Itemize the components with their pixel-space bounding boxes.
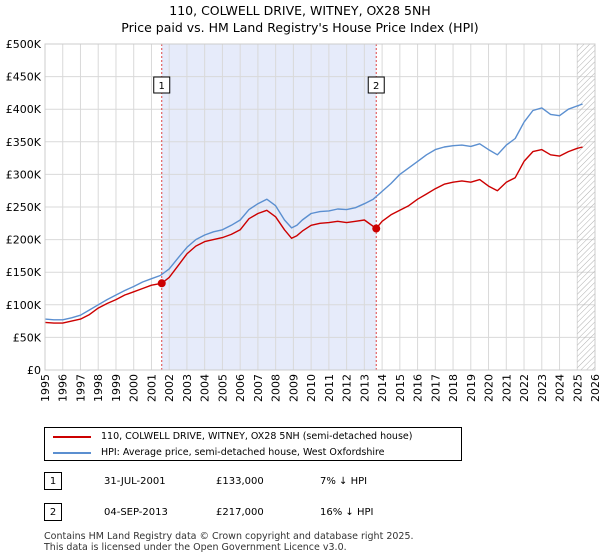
sale-marker-label: 2 [373,81,379,92]
sale-number-badge: 1 [44,472,62,490]
x-tick-label: 2019 [465,374,478,402]
y-tick-label: £350K [6,136,42,149]
y-tick-label: £100K [6,299,42,312]
x-tick-label: 2005 [216,374,229,402]
x-tick-label: 2011 [323,374,336,402]
sale-date: 31-JUL-2001 [104,476,166,487]
sale-marker-label: 1 [159,81,165,92]
x-tick-label: 2002 [163,374,176,402]
x-tick-label: 2018 [447,374,460,402]
x-tick-label: 2024 [554,374,567,402]
y-tick-label: £450K [6,71,42,84]
x-tick-label: 2020 [483,374,496,402]
footer-line-2: This data is licensed under the Open Gov… [44,542,347,553]
legend-label-property: 110, COLWELL DRIVE, WITNEY, OX28 5NH (se… [101,431,413,442]
x-tick-label: 1995 [39,374,52,402]
x-tick-label: 2008 [270,374,283,402]
legend-swatch-hpi [53,451,91,454]
sale-marker-box [367,76,385,94]
sale-point [157,279,166,288]
sale-hpi-diff: 7% ↓ HPI [320,476,368,487]
chart-title-text: 110, COLWELL DRIVE, WITNEY, OX28 5NH [169,3,431,18]
x-tick-label: 2022 [518,374,531,402]
x-tick-label: 2009 [287,374,300,402]
legend: 110, COLWELL DRIVE, WITNEY, OX28 5NH (se… [44,427,462,461]
y-tick-label: £300K [6,168,42,181]
legend-item-hpi: HPI: Average price, semi-detached house,… [53,445,385,461]
x-tick-label: 1997 [74,374,87,402]
sale-date: 04-SEP-2013 [104,507,168,518]
x-tick-label: 2010 [305,374,318,402]
forecast-hatch-region [577,44,595,370]
sale-hpi-diff: 16% ↓ HPI [320,507,374,518]
sale-marker-box [153,76,171,94]
x-tick-label: 1996 [57,374,70,402]
x-tick-label: 2006 [234,374,247,402]
x-tick-label: 2003 [181,374,194,402]
x-tick-label: 2007 [252,374,265,402]
x-tick-label: 2001 [145,374,158,402]
y-tick-label: £400K [6,103,42,116]
y-tick-label: £200K [6,234,42,247]
price-chart: 1 2 £0 £50K £100K £150K £200K £250K £300K £350K £… [6,38,600,402]
x-tick-label: 2013 [358,374,371,402]
y-tick-label: £250K [6,201,42,214]
y-tick-label: £0 [27,364,41,377]
x-tick-label: 2016 [412,374,425,402]
y-tick-label: £500K [6,38,42,51]
legend-item-property: 110, COLWELL DRIVE, WITNEY, OX28 5NH (se… [53,429,412,445]
sale-price: £217,000 [216,507,264,518]
sale-price: £133,000 [216,476,264,487]
hpi-series-line [44,103,583,321]
property-series-line [44,146,583,324]
x-tick-label: 2015 [394,374,407,402]
chart-subtitle-text: Price paid vs. HM Land Registry's House … [121,20,479,35]
x-tick-label: 2012 [341,374,354,402]
x-tick-label: 1999 [110,374,123,402]
chart-title: 110, COLWELL DRIVE, WITNEY, OX28 5NH Pri… [0,2,600,36]
y-tick-label: £50K [13,331,42,344]
x-tick-label: 2000 [128,374,141,402]
x-tick-label: 2023 [536,374,549,402]
x-tick-label: 2025 [571,374,584,402]
y-tick-label: £150K [6,266,42,279]
footer-line-1: Contains HM Land Registry data © Crown c… [44,531,414,542]
x-tick-label: 2014 [376,374,389,402]
x-tick-label: 2026 [589,374,600,402]
x-tick-label: 2021 [500,374,513,402]
sale-number-badge: 2 [44,503,62,521]
sale-point [372,224,381,233]
legend-label-hpi: HPI: Average price, semi-detached house,… [101,447,385,458]
x-tick-label: 2017 [429,374,442,402]
legend-swatch-property [53,435,91,438]
footer: Contains HM Land Registry data © Crown c… [44,531,414,553]
x-tick-label: 1998 [92,374,105,402]
x-tick-label: 2004 [199,374,212,402]
plot-frame [44,43,596,371]
